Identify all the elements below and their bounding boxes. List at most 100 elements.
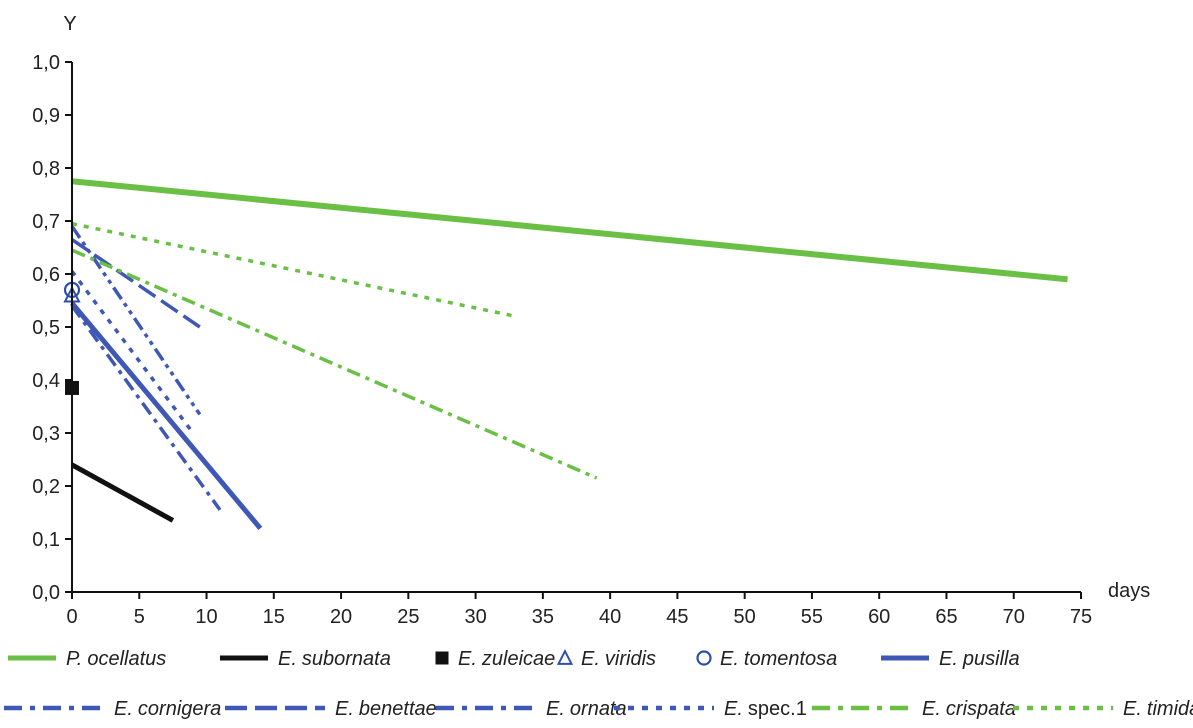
series-e-ornata	[70, 225, 202, 416]
legend-label: E. cornigera	[114, 698, 221, 720]
legend-genus: E.	[278, 648, 297, 670]
legend-species: benettae	[359, 698, 437, 720]
x-axis-label: days	[1108, 580, 1150, 602]
x-tick-label: 20	[330, 606, 352, 628]
x-tick-label: 70	[1003, 606, 1025, 628]
legend-genus: E.	[720, 648, 739, 670]
legend-species: subornata	[302, 648, 391, 670]
x-tick-label: 10	[195, 606, 217, 628]
y-axis-ticks: 0,0 0,1 0,2 0,3 0,4 0,5 0,6 0,7 0,8 0,9 1,0	[32, 52, 72, 604]
legend-item-e-crispata: E. crispata	[812, 698, 1016, 720]
legend-symbol	[556, 648, 574, 665]
y-tick-label: 0,6	[32, 264, 60, 286]
x-tick-label: 40	[599, 606, 621, 628]
series-lines	[63, 178, 1068, 531]
legend-genus: P.	[66, 648, 82, 670]
legend: P. ocellatus E. subornata E. zuleicae E. viridi…	[4, 648, 1193, 720]
y-tick-label: 0,7	[32, 211, 60, 233]
legend-item-e-pusilla: E. pusilla	[881, 648, 1020, 670]
series-p-ocellatus	[71, 178, 1068, 283]
y-tick-label: 0,4	[32, 370, 60, 392]
y-tick-label: 0,8	[32, 158, 60, 180]
legend-item-e-spec-1: E. spec.1	[614, 698, 807, 720]
legend-species: pusilla	[962, 648, 1020, 670]
x-tick-label: 55	[801, 606, 823, 628]
legend-genus: E.	[922, 698, 941, 720]
legend-species: ocellatus	[87, 648, 166, 670]
legend-species: crispata	[946, 698, 1016, 720]
series-e-cornigera	[70, 304, 222, 511]
legend-genus: E.	[114, 698, 133, 720]
x-tick-label: 0	[66, 606, 77, 628]
legend-label: E. crispata	[922, 698, 1016, 720]
legend-label: E. ornata	[546, 698, 627, 720]
x-tick-label: 35	[532, 606, 554, 628]
series-e-pusilla	[70, 301, 263, 531]
legend-item-p-ocellatus: P. ocellatus	[8, 648, 166, 670]
legend-species: tomentosa	[744, 648, 837, 670]
legend-label: E. benettae	[335, 698, 437, 720]
legend-item-e-cornigera: E. cornigera	[4, 698, 221, 720]
x-tick-label: 5	[134, 606, 145, 628]
legend-species: ornata	[570, 698, 627, 720]
x-tick-label: 75	[1070, 606, 1092, 628]
legend-species: spec.1	[748, 698, 807, 720]
x-tick-label: 45	[666, 606, 688, 628]
series-line-e-spec-1	[70, 270, 195, 435]
legend-label: P. ocellatus	[66, 648, 166, 670]
series-e-crispata	[71, 248, 598, 480]
y-axis-label: Y	[63, 13, 76, 35]
legend-label: E. tomentosa	[720, 648, 837, 670]
series-e-spec-1	[70, 270, 195, 435]
legend-symbol	[435, 651, 449, 665]
legend-genus: E.	[724, 698, 743, 720]
legend-item-e-zuleicae: E. zuleicae	[435, 648, 555, 670]
series-line-e-subornata	[70, 462, 175, 523]
legend-item-e-viridis: E. viridis	[556, 648, 656, 670]
y-tick-label: 1,0	[32, 52, 60, 74]
legend-label: E.timida	[1123, 698, 1193, 720]
legend-item-e-timida: E.timida	[1013, 698, 1193, 720]
series-line-e-benettae	[71, 238, 201, 329]
series-line-e-crispata	[71, 248, 598, 480]
legend-genus: E.	[335, 698, 354, 720]
axes	[71, 62, 1081, 593]
y-tick-label: 0,3	[32, 423, 60, 445]
legend-item-e-tomentosa: E. tomentosa	[696, 648, 837, 670]
legend-label: E. zuleicae	[458, 648, 555, 670]
y-tick-label: 0,2	[32, 476, 60, 498]
series-line-e-ornata	[70, 225, 202, 416]
legend-label: E. subornata	[278, 648, 391, 670]
legend-label: E. spec.1	[724, 698, 807, 720]
y-tick-label: 0,9	[32, 105, 60, 127]
legend-species: timida	[1147, 698, 1193, 720]
series-line-e-pusilla	[70, 301, 263, 531]
legend-item-e-subornata: E. subornata	[220, 648, 391, 670]
series-line-e-timida	[71, 221, 517, 319]
legend-species: cornigera	[138, 698, 221, 720]
series-line-e-cornigera	[70, 304, 222, 511]
x-axis-ticks: 0 5 10 15 20 25 30 35 40 45 50 55 60 65 70 75	[66, 592, 1092, 628]
legend-genus: E.	[1123, 698, 1142, 720]
series-e-timida	[71, 221, 517, 319]
legend-genus: E.	[581, 648, 600, 670]
y-tick-label: 0,5	[32, 317, 60, 339]
legend-species: zuleicae	[481, 648, 555, 670]
legend-symbol	[696, 650, 712, 666]
y-tick-label: 0,1	[32, 529, 60, 551]
x-tick-label: 15	[263, 606, 285, 628]
y-tick-label: 0,0	[32, 582, 60, 604]
x-tick-label: 25	[397, 606, 419, 628]
legend-genus: E.	[939, 648, 958, 670]
x-tick-label: 50	[734, 606, 756, 628]
x-tick-label: 60	[868, 606, 890, 628]
legend-label: E. pusilla	[939, 648, 1020, 670]
series-e-benettae	[71, 238, 201, 329]
legend-genus: E.	[458, 648, 477, 670]
legend-genus: E.	[546, 698, 565, 720]
x-tick-label: 65	[935, 606, 957, 628]
series-line-p-ocellatus	[71, 178, 1068, 283]
x-tick-label: 30	[464, 606, 486, 628]
series-e-subornata	[70, 462, 175, 523]
